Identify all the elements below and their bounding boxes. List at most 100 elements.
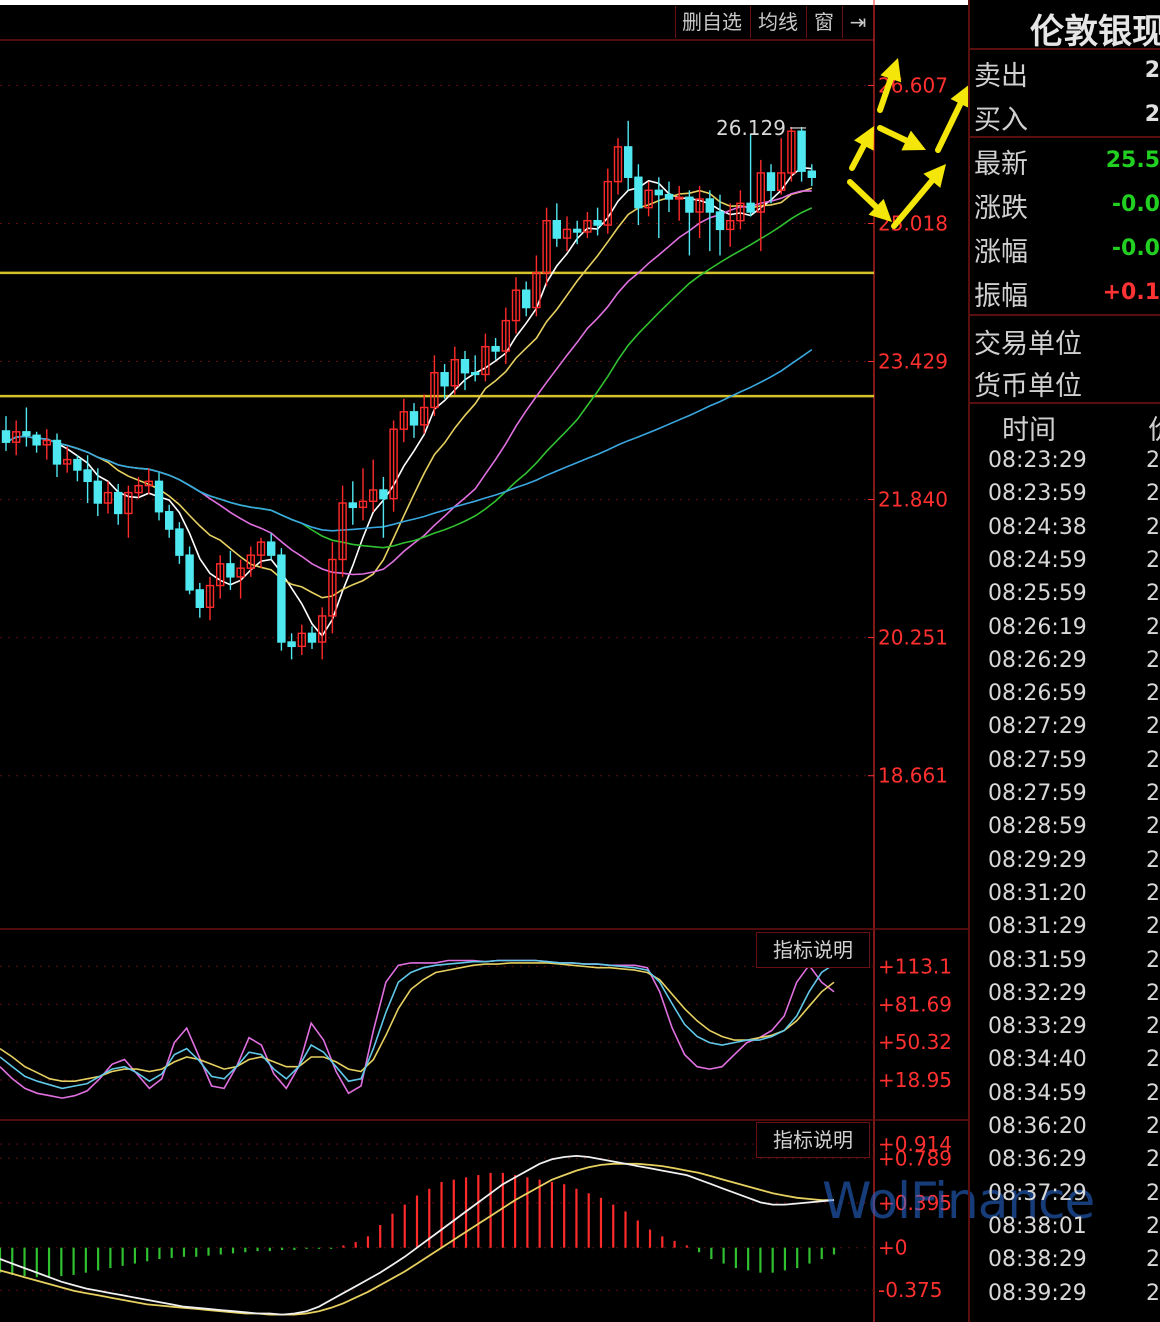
candle-body — [654, 189, 663, 196]
candle-body — [389, 428, 398, 500]
candle-body — [807, 170, 816, 178]
candle-body — [103, 491, 113, 504]
instrument-title: 伦敦银现 — [1030, 12, 1160, 52]
tick-time: 08:38:29 — [988, 1247, 1087, 1273]
moving-average-button[interactable]: 均线 — [750, 6, 805, 38]
candle-body — [766, 172, 776, 192]
candle-body — [797, 130, 806, 172]
ticks-header-price: 价 — [1148, 408, 1160, 447]
tick-price: 2 — [1146, 547, 1160, 573]
candle-body — [736, 202, 745, 222]
kdj-indicator-help-button[interactable]: 指标说明 — [756, 932, 870, 968]
tick-price: 2 — [1146, 1047, 1160, 1073]
annotation-arrow — [877, 75, 894, 113]
tick-time: 08:29:29 — [988, 847, 1087, 873]
macd-indicator-help-button[interactable]: 指标说明 — [756, 1122, 870, 1158]
tick-price: 2 — [1146, 514, 1160, 540]
annotation-arrowhead — [950, 85, 968, 108]
trade-unit-label: 交易单位 — [974, 329, 1082, 360]
candle-body — [552, 220, 561, 239]
price-chart[interactable]: 26.60725.01823.42921.84020.25118.66126.1… — [0, 0, 968, 1322]
candle-body — [93, 480, 103, 504]
kdj-tick-label: +113.1 — [878, 954, 952, 978]
tick-time: 08:26:29 — [988, 647, 1087, 673]
candle-body — [613, 146, 623, 183]
candle-body — [450, 358, 459, 387]
macd-tick-label: +0.914 — [878, 1132, 952, 1156]
candle-body — [511, 289, 521, 322]
candle-body — [501, 319, 510, 352]
tick-price: 2 — [1146, 647, 1160, 673]
top-edge — [0, 0, 968, 5]
kdj-k-line — [0, 959, 835, 1090]
tick-time: 08:34:40 — [988, 1047, 1087, 1073]
tick-time: 08:26:59 — [988, 681, 1087, 707]
tick-price: 2 — [1146, 880, 1160, 906]
candle-body — [215, 563, 225, 587]
bid-label: 买入 — [974, 105, 1028, 136]
candle-body — [52, 439, 62, 465]
window-button[interactable]: 窗 — [806, 6, 841, 38]
kdj-tick-label: +50.32 — [878, 1030, 952, 1054]
candle-body — [318, 615, 327, 643]
macd-tick-label: +0.789 — [878, 1146, 952, 1170]
candle-body — [430, 372, 439, 409]
change-value: -0.0 — [1111, 192, 1160, 217]
candle-body — [226, 563, 235, 578]
tick-price: 2 — [1146, 1147, 1160, 1173]
candle-body — [624, 146, 633, 178]
candle-body — [236, 567, 245, 578]
annotation-arrow — [891, 177, 935, 229]
annotation-arrow — [849, 142, 867, 171]
watermark-logo: WolFinance — [822, 1172, 1095, 1230]
tick-time: 08:31:20 — [988, 880, 1087, 906]
tick-time: 08:24:38 — [988, 514, 1087, 540]
candle-body — [522, 289, 531, 309]
tick-price: 2 — [1146, 1080, 1160, 1106]
tick-price: 2 — [1146, 847, 1160, 873]
candle-body — [83, 469, 92, 483]
candle-body — [787, 130, 796, 174]
candle-body — [399, 411, 408, 430]
macd-tick-label: -0.375 — [878, 1278, 942, 1302]
tick-time: 08:25:59 — [988, 581, 1087, 607]
candle-body — [634, 176, 643, 209]
ma60-line — [5, 348, 813, 532]
amplitude-label: 振幅 — [974, 281, 1028, 312]
candle-body — [409, 411, 419, 426]
candle-body — [42, 439, 51, 446]
tick-price: 2 — [1146, 714, 1160, 740]
candle-body — [338, 502, 347, 561]
candle-body — [297, 632, 306, 648]
candle-body — [267, 541, 276, 556]
candle-body — [22, 431, 31, 436]
remove-watchlist-button[interactable]: 删自选 — [675, 6, 748, 38]
candle-body — [726, 220, 735, 231]
candle-body — [195, 589, 205, 608]
last-value: 25.5 — [1105, 148, 1160, 173]
tick-price: 2 — [1146, 781, 1160, 806]
candle-body — [481, 345, 490, 376]
tick-price: 2 — [1146, 1213, 1160, 1239]
quote-panel: 伦敦银现 卖出 2 买入 2 最新 25.5 涨跌 -0.0 涨幅 -0.0 振… — [968, 0, 1160, 1322]
change-label: 涨跌 — [974, 193, 1028, 224]
tick-price: 2 — [1146, 1280, 1160, 1306]
candle-body — [705, 198, 714, 213]
tick-price: 2 — [1146, 980, 1160, 1006]
candle-body — [175, 528, 184, 556]
macd-tick-label: +0.395 — [878, 1191, 952, 1215]
tick-time: 08:27:59 — [988, 781, 1087, 806]
candle-body — [756, 172, 765, 213]
macd-dea-line — [0, 1162, 834, 1316]
annotation-arrow — [877, 125, 910, 144]
tick-time: 08:39:29 — [988, 1280, 1087, 1306]
tick-price: 2 — [1146, 747, 1160, 773]
ticks-header-time: 时间 — [1002, 415, 1056, 446]
candle-body — [277, 554, 286, 643]
tick-price: 2 — [1146, 681, 1160, 707]
tick-price: 2 — [1146, 947, 1160, 973]
collapse-panel-icon[interactable]: ⇥ — [842, 6, 873, 38]
tick-time: 08:24:59 — [988, 547, 1087, 573]
tick-price: 2 — [1146, 914, 1160, 940]
ask-label: 卖出 — [974, 61, 1028, 92]
